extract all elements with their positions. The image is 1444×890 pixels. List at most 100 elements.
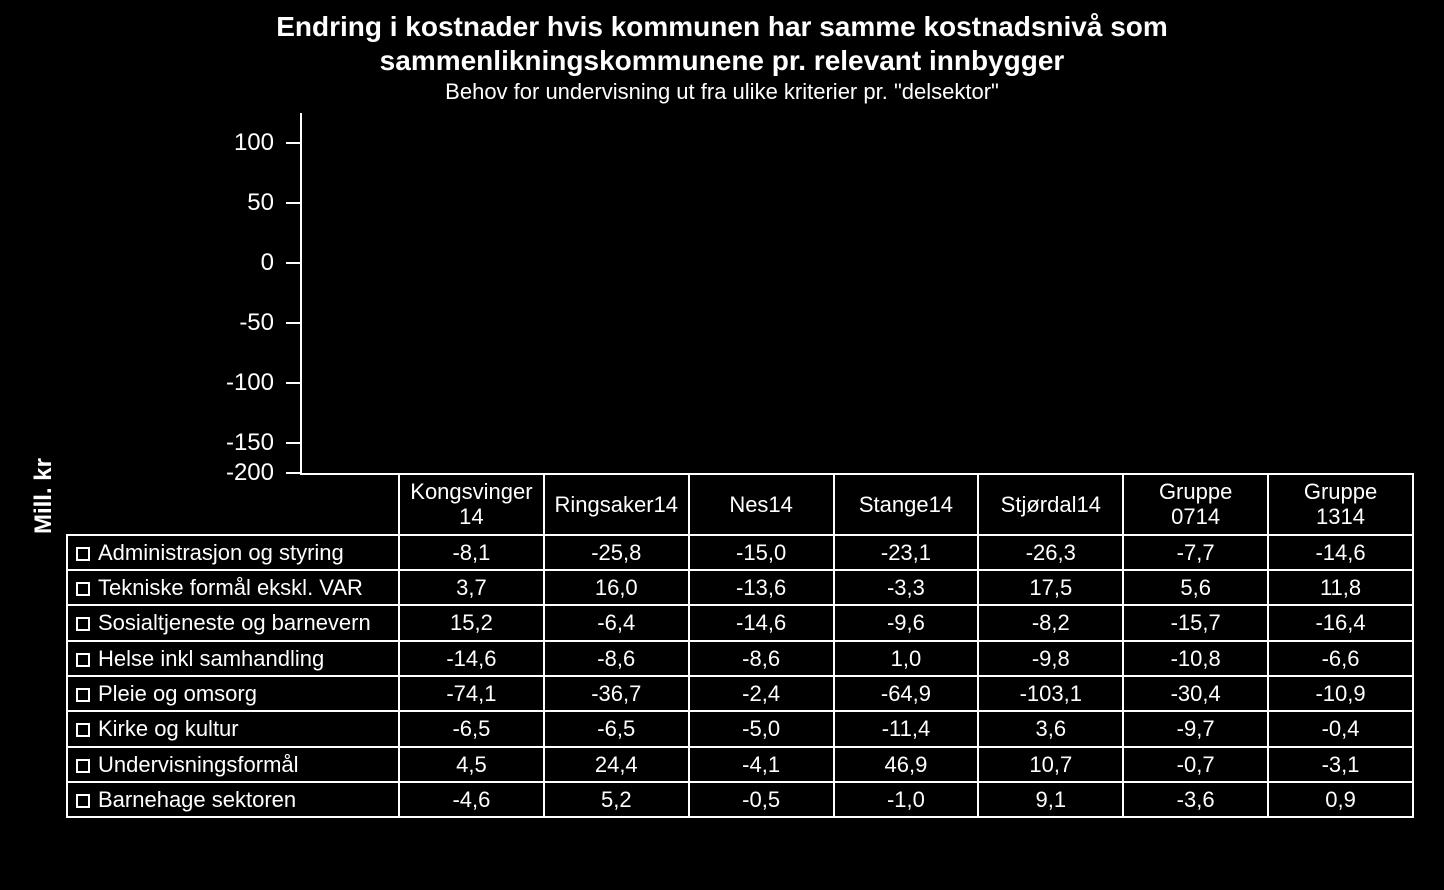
y-tick-mark xyxy=(286,202,300,204)
table-cell: -16,4 xyxy=(1268,605,1413,640)
y-tick-label: -50 xyxy=(66,309,286,337)
table-cell: -6,5 xyxy=(399,711,544,746)
legend-marker-icon xyxy=(76,759,90,773)
table-cell: 3,6 xyxy=(978,711,1123,746)
table-cell: -14,6 xyxy=(1268,535,1413,570)
chart-subtitle: Behov for undervisning ut fra ulike krit… xyxy=(30,79,1414,105)
table-cell: -4,6 xyxy=(399,782,544,817)
y-axis-line xyxy=(300,113,302,475)
legend-marker-icon xyxy=(76,617,90,631)
table-cell: -8,6 xyxy=(689,641,834,676)
table-column-header: Kongsvinger 14 xyxy=(399,474,544,535)
legend-marker-icon xyxy=(76,794,90,808)
table-column-header: Stange14 xyxy=(834,474,979,535)
table-cell: -15,0 xyxy=(689,535,834,570)
table-row: Undervisningsformål4,524,4-4,146,910,7-0… xyxy=(67,747,1413,782)
table-cell: -9,7 xyxy=(1123,711,1268,746)
table-cell: 46,9 xyxy=(834,747,979,782)
table-cell: -10,8 xyxy=(1123,641,1268,676)
table-cell: -9,6 xyxy=(834,605,979,640)
table-cell: -0,4 xyxy=(1268,711,1413,746)
table-cell: -14,6 xyxy=(689,605,834,640)
table-cell: 24,4 xyxy=(544,747,689,782)
table-row: Tekniske formål ekskl. VAR3,716,0-13,6-3… xyxy=(67,570,1413,605)
table-cell: -30,4 xyxy=(1123,676,1268,711)
table-cell: -7,7 xyxy=(1123,535,1268,570)
table-cell: 17,5 xyxy=(978,570,1123,605)
table-cell: -4,1 xyxy=(689,747,834,782)
table-cell: 5,2 xyxy=(544,782,689,817)
table-cell: -3,6 xyxy=(1123,782,1268,817)
table-cell: -5,0 xyxy=(689,711,834,746)
y-tick-mark xyxy=(286,382,300,384)
y-tick-mark xyxy=(286,142,300,144)
table-cell: 16,0 xyxy=(544,570,689,605)
chart-title-block: Endring i kostnader hvis kommunen har sa… xyxy=(30,10,1414,105)
y-tick-mark xyxy=(286,262,300,264)
table-column-header: Gruppe 1314 xyxy=(1268,474,1413,535)
y-tick-label: 50 xyxy=(66,189,286,217)
table-cell: -3,1 xyxy=(1268,747,1413,782)
table-cell: -8,1 xyxy=(399,535,544,570)
table-cell: -10,9 xyxy=(1268,676,1413,711)
legend-series-label: Sosialtjeneste og barnevern xyxy=(67,605,399,640)
table-row: Sosialtjeneste og barnevern15,2-6,4-14,6… xyxy=(67,605,1413,640)
table-cell: 10,7 xyxy=(978,747,1123,782)
legend-series-label: Administrasjon og styring xyxy=(67,535,399,570)
table-column-header: Ringsaker14 xyxy=(544,474,689,535)
table-cell: -6,6 xyxy=(1268,641,1413,676)
table-cell: -8,6 xyxy=(544,641,689,676)
table-cell: 0,9 xyxy=(1268,782,1413,817)
legend-marker-icon xyxy=(76,582,90,596)
table-cell: 5,6 xyxy=(1123,570,1268,605)
y-axis-ticks: 100500-50-100-150-200 xyxy=(66,113,1414,473)
y-tick-mark xyxy=(286,442,300,444)
y-tick-label: -100 xyxy=(66,369,286,397)
legend-marker-icon xyxy=(76,547,90,561)
table-column-header: Stjørdal14 xyxy=(978,474,1123,535)
table-cell: -15,7 xyxy=(1123,605,1268,640)
legend-series-label: Barnehage sektoren xyxy=(67,782,399,817)
table-cell: 11,8 xyxy=(1268,570,1413,605)
table-cell: -6,5 xyxy=(544,711,689,746)
chart-area: Mill. kr 100500-50-100-150-200 Kongsving… xyxy=(30,113,1414,818)
table-cell: -23,1 xyxy=(834,535,979,570)
legend-marker-icon xyxy=(76,653,90,667)
legend-marker-icon xyxy=(76,688,90,702)
x-axis-line xyxy=(300,473,1414,475)
table-cell: -1,0 xyxy=(834,782,979,817)
table-cell: -9,8 xyxy=(978,641,1123,676)
legend-series-label: Kirke og kultur xyxy=(67,711,399,746)
table-cell: 9,1 xyxy=(978,782,1123,817)
legend-series-label: Helse inkl samhandling xyxy=(67,641,399,676)
y-tick-label: 0 xyxy=(66,249,286,277)
table-cell: -25,8 xyxy=(544,535,689,570)
table-cell: -0,7 xyxy=(1123,747,1268,782)
table-cell: -103,1 xyxy=(978,676,1123,711)
table-cell: 15,2 xyxy=(399,605,544,640)
table-cell: -64,9 xyxy=(834,676,979,711)
table-row: Helse inkl samhandling-14,6-8,6-8,61,0-9… xyxy=(67,641,1413,676)
y-axis-label: Mill. kr xyxy=(30,398,58,534)
table-cell: -0,5 xyxy=(689,782,834,817)
table-row: Pleie og omsorg-74,1-36,7-2,4-64,9-103,1… xyxy=(67,676,1413,711)
table-cell: -6,4 xyxy=(544,605,689,640)
table-cell: -3,3 xyxy=(834,570,979,605)
legend-series-label: Tekniske formål ekskl. VAR xyxy=(67,570,399,605)
table-cell: 1,0 xyxy=(834,641,979,676)
table-row: Barnehage sektoren-4,65,2-0,5-1,09,1-3,6… xyxy=(67,782,1413,817)
table-cell: -26,3 xyxy=(978,535,1123,570)
y-tick-mark xyxy=(286,322,300,324)
legend-marker-icon xyxy=(76,723,90,737)
table-cell: -74,1 xyxy=(399,676,544,711)
legend-series-label: Undervisningsformål xyxy=(67,747,399,782)
table-row: Administrasjon og styring-8,1-25,8-15,0-… xyxy=(67,535,1413,570)
table-cell: -14,6 xyxy=(399,641,544,676)
y-tick-label: -150 xyxy=(66,429,286,457)
table-row: Kirke og kultur-6,5-6,5-5,0-11,43,6-9,7-… xyxy=(67,711,1413,746)
table-column-header: Gruppe 0714 xyxy=(1123,474,1268,535)
table-cell: -8,2 xyxy=(978,605,1123,640)
chart-title-line1: Endring i kostnader hvis kommunen har sa… xyxy=(30,10,1414,44)
table-column-header: Nes14 xyxy=(689,474,834,535)
legend-series-label: Pleie og omsorg xyxy=(67,676,399,711)
